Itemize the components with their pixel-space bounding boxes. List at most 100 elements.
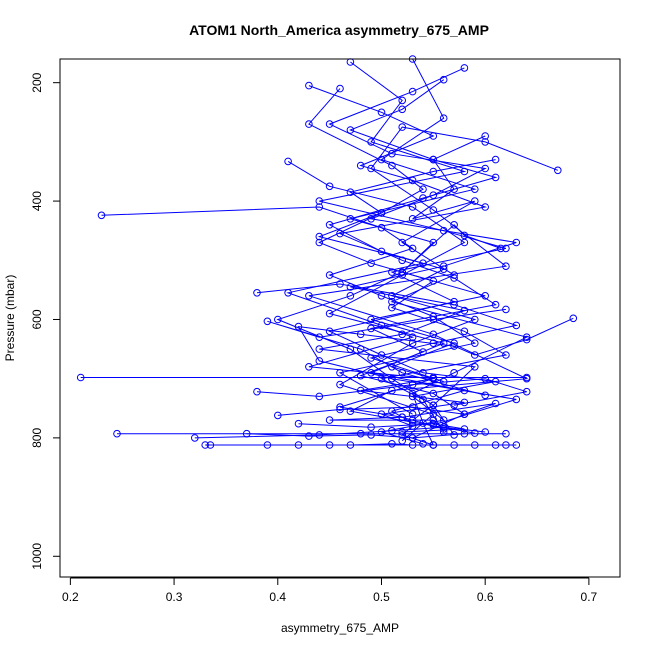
y-axis: 200 400 600 800 1000 — [30, 72, 61, 570]
data-point — [191, 434, 199, 442]
data-point — [356, 161, 365, 170]
series-20 — [191, 423, 490, 442]
series-line — [256, 283, 519, 383]
data-point — [471, 185, 479, 193]
series-line — [210, 443, 506, 446]
data-point — [315, 345, 324, 353]
data-point — [481, 138, 490, 146]
data-point — [346, 292, 355, 300]
data-point — [502, 305, 510, 314]
series-15 — [253, 280, 521, 386]
series-23 — [242, 429, 469, 442]
data-point — [253, 289, 261, 297]
data-point — [522, 333, 531, 342]
data-point — [408, 403, 417, 411]
data-point — [367, 215, 375, 223]
y-axis-label: Pressure (mbar) — [3, 275, 17, 362]
data-point — [398, 238, 407, 247]
data-point — [419, 369, 427, 377]
data-point — [336, 280, 344, 288]
series-line — [276, 224, 501, 421]
data-point — [460, 429, 469, 438]
data-point — [315, 232, 324, 241]
data-point — [439, 265, 448, 274]
data-point — [419, 194, 427, 202]
data-point — [471, 315, 479, 324]
data-point — [305, 363, 313, 371]
series-line — [390, 135, 529, 446]
data-point — [481, 203, 490, 211]
data-point — [263, 441, 272, 449]
data-point — [460, 410, 469, 419]
data-point — [460, 306, 469, 315]
data-point — [206, 441, 215, 449]
data-point — [481, 428, 490, 436]
data-point — [325, 309, 334, 318]
series-line — [319, 67, 517, 436]
data-point — [325, 120, 334, 128]
data-point — [408, 441, 417, 449]
data-point — [450, 221, 458, 229]
data-point — [398, 413, 407, 422]
y-tick-label: 400 — [30, 191, 44, 211]
x-tick-label: 0.7 — [581, 590, 598, 604]
series-line — [246, 433, 465, 439]
data-point — [398, 369, 407, 377]
data-point — [284, 157, 292, 166]
data-point — [502, 429, 510, 438]
data-point — [367, 164, 375, 173]
data-point — [429, 389, 438, 398]
data-point — [315, 357, 324, 365]
data-point — [408, 410, 417, 419]
data-point — [388, 161, 396, 170]
chart-title: ATOM1 North_America asymmetry_675_AMP — [189, 22, 489, 38]
data-point — [336, 84, 344, 93]
series-3 — [315, 64, 521, 439]
series-line — [267, 308, 506, 396]
data-point — [113, 429, 121, 438]
data-point — [460, 327, 469, 336]
series-5 — [325, 75, 500, 445]
data-point — [429, 238, 438, 247]
data-point — [367, 423, 375, 432]
series-line — [101, 206, 477, 415]
data-point — [429, 419, 438, 428]
data-point — [253, 387, 261, 396]
series-line — [298, 423, 465, 433]
data-point — [460, 425, 469, 433]
data-point — [439, 423, 448, 432]
series-7 — [388, 132, 531, 449]
plot-area — [76, 55, 578, 449]
data-point — [367, 315, 375, 324]
data-point — [471, 197, 479, 205]
data-point — [377, 209, 386, 217]
data-point — [325, 182, 334, 191]
data-point — [305, 432, 313, 440]
series-line — [328, 79, 498, 442]
data-point — [502, 262, 510, 271]
series-16 — [76, 373, 531, 382]
series-line — [308, 85, 497, 439]
series-14 — [263, 305, 510, 400]
data-point — [377, 374, 386, 383]
data-point — [315, 197, 324, 205]
data-point — [419, 348, 427, 356]
data-point — [502, 441, 510, 449]
data-point — [460, 64, 469, 72]
data-point — [408, 215, 417, 223]
data-point — [274, 411, 282, 420]
series-18 — [274, 399, 500, 424]
data-point — [336, 380, 344, 389]
data-point — [460, 231, 469, 240]
data-point — [439, 339, 448, 348]
series-line — [256, 378, 527, 406]
series-24 — [294, 419, 469, 436]
data-point — [512, 395, 521, 404]
y-tick-label: 1000 — [30, 543, 44, 570]
data-point — [294, 419, 303, 428]
data-point — [429, 330, 438, 339]
x-tick-label: 0.3 — [166, 590, 183, 604]
data-point — [377, 223, 386, 232]
data-point — [554, 166, 562, 175]
y-tick-label: 600 — [30, 309, 44, 329]
